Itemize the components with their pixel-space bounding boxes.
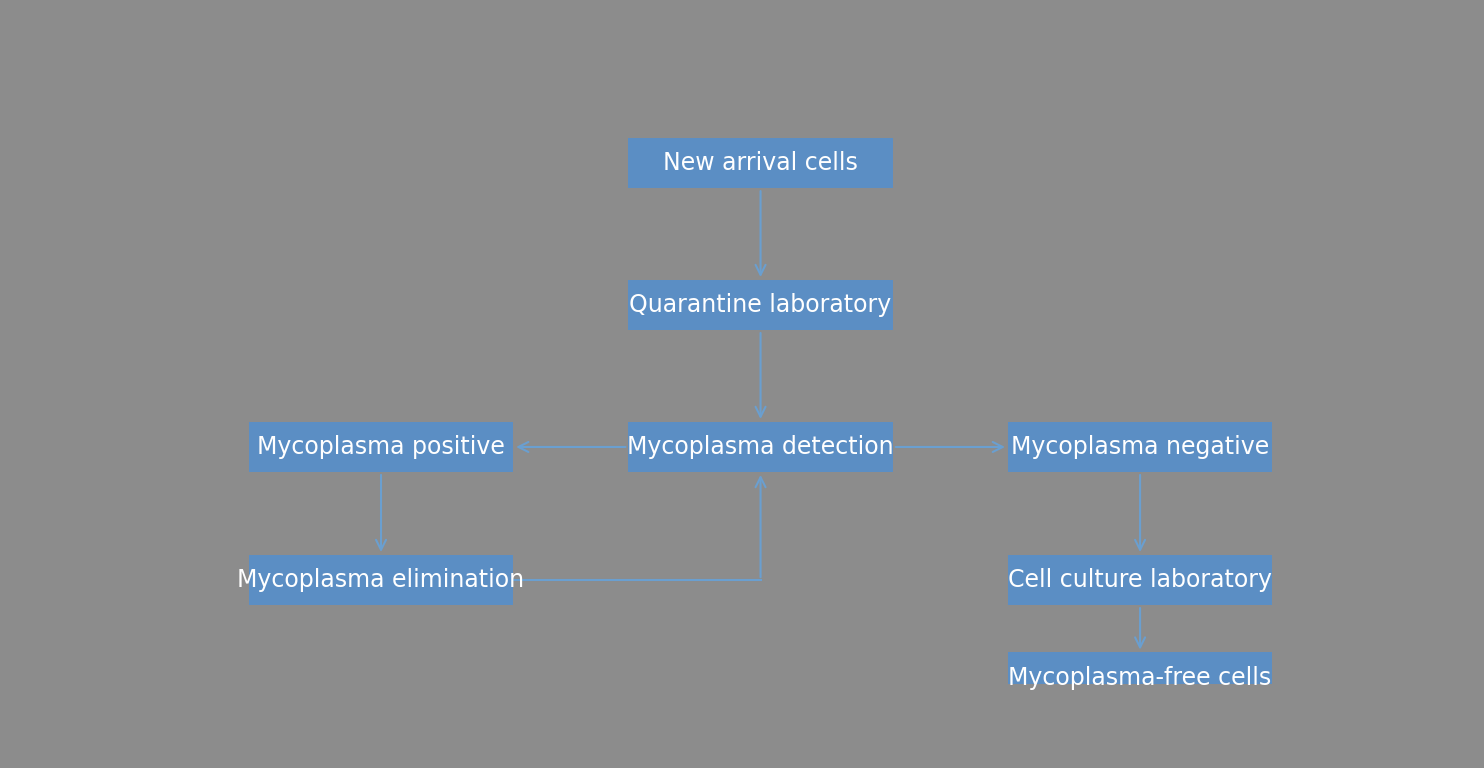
- Text: Mycoplasma-free cells: Mycoplasma-free cells: [1009, 666, 1272, 690]
- FancyBboxPatch shape: [628, 280, 893, 330]
- FancyBboxPatch shape: [1008, 555, 1272, 605]
- Text: Mycoplasma positive: Mycoplasma positive: [257, 435, 505, 459]
- FancyBboxPatch shape: [628, 138, 893, 188]
- Text: Cell culture laboratory: Cell culture laboratory: [1008, 568, 1272, 592]
- Text: Quarantine laboratory: Quarantine laboratory: [629, 293, 892, 317]
- FancyBboxPatch shape: [628, 422, 893, 472]
- FancyBboxPatch shape: [1008, 422, 1272, 472]
- Text: New arrival cells: New arrival cells: [663, 151, 858, 175]
- Text: Mycoplasma detection: Mycoplasma detection: [628, 435, 893, 459]
- FancyBboxPatch shape: [249, 555, 513, 605]
- FancyBboxPatch shape: [249, 422, 513, 472]
- FancyBboxPatch shape: [1008, 653, 1272, 703]
- Text: Mycoplasma negative: Mycoplasma negative: [1011, 435, 1269, 459]
- Text: Mycoplasma elimination: Mycoplasma elimination: [237, 568, 524, 592]
